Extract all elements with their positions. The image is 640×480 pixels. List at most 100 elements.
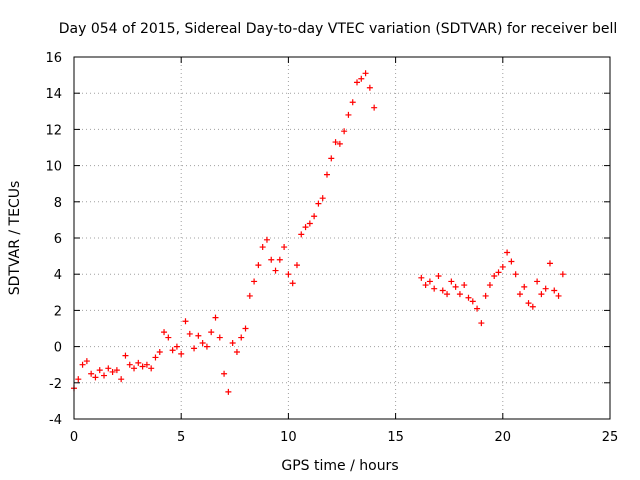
- data-point: [521, 283, 528, 290]
- data-point: [135, 359, 142, 366]
- data-point: [293, 262, 300, 269]
- data-point: [268, 256, 275, 263]
- data-point: [131, 365, 138, 372]
- data-point: [169, 347, 176, 354]
- data-point: [486, 282, 493, 289]
- data-point: [281, 244, 288, 251]
- y-tick-label: 12: [45, 123, 62, 138]
- data-point: [251, 278, 258, 285]
- data-point: [354, 79, 361, 86]
- x-tick-label: 10: [280, 430, 297, 445]
- y-tick-label: -4: [49, 413, 62, 428]
- data-point: [512, 271, 519, 278]
- data-point: [362, 70, 369, 77]
- data-point: [195, 332, 202, 339]
- data-point: [448, 278, 455, 285]
- data-point: [225, 388, 232, 395]
- data-point: [285, 271, 292, 278]
- data-point: [345, 111, 352, 118]
- data-point: [165, 334, 172, 341]
- data-point: [272, 267, 279, 274]
- data-point: [302, 224, 309, 231]
- data-point: [88, 370, 95, 377]
- data-point: [551, 287, 558, 294]
- data-point: [92, 374, 99, 381]
- y-tick-label: 0: [54, 341, 62, 356]
- data-point: [349, 99, 356, 106]
- data-point: [431, 285, 438, 292]
- data-point: [161, 329, 168, 336]
- y-tick-label: 6: [54, 232, 62, 247]
- y-tick-label: 10: [45, 160, 62, 175]
- data-point: [246, 292, 253, 299]
- data-point: [516, 291, 523, 298]
- data-point: [341, 128, 348, 135]
- data-point: [422, 282, 429, 289]
- data-point: [366, 84, 373, 91]
- data-point: [542, 285, 549, 292]
- grid: [74, 57, 610, 419]
- data-point: [444, 291, 451, 298]
- data-point: [298, 231, 305, 238]
- data-point: [319, 195, 326, 202]
- data-point: [148, 365, 155, 372]
- data-point: [482, 292, 489, 299]
- data-point: [371, 104, 378, 111]
- y-tick-label: 8: [54, 196, 62, 211]
- data-point: [79, 361, 86, 368]
- data-point: [182, 318, 189, 325]
- y-tick-label: 16: [45, 51, 62, 66]
- data-point: [152, 354, 159, 361]
- data-point: [101, 372, 108, 379]
- data-point: [199, 339, 206, 346]
- y-tick-label: 14: [45, 87, 62, 102]
- data-point: [358, 75, 365, 82]
- data-point: [242, 325, 249, 332]
- data-point: [559, 271, 566, 278]
- chart-title: Day 054 of 2015, Sidereal Day-to-day VTE…: [59, 21, 618, 37]
- x-tick-label: 0: [70, 430, 78, 445]
- data-point: [143, 361, 150, 368]
- data-point: [538, 291, 545, 298]
- data-point: [504, 249, 511, 256]
- y-tick-label: 2: [54, 304, 62, 319]
- data-point: [178, 350, 185, 357]
- x-tick-label: 25: [602, 430, 619, 445]
- data-point: [465, 294, 472, 301]
- data-point: [113, 367, 120, 374]
- data-point: [255, 262, 262, 269]
- data-point: [289, 280, 296, 287]
- data-point: [315, 200, 322, 207]
- data-point: [233, 349, 240, 356]
- data-points: [71, 70, 566, 395]
- data-point: [555, 292, 562, 299]
- data-point: [452, 283, 459, 290]
- data-point: [461, 282, 468, 289]
- data-point: [478, 320, 485, 327]
- data-point: [109, 368, 116, 375]
- data-point: [126, 361, 133, 368]
- data-point: [491, 273, 498, 280]
- data-point: [336, 140, 343, 147]
- data-point: [216, 334, 223, 341]
- data-point: [212, 314, 219, 321]
- data-point: [456, 291, 463, 298]
- data-point: [83, 358, 90, 365]
- data-point: [311, 213, 318, 220]
- data-point: [186, 330, 193, 337]
- data-point: [474, 305, 481, 312]
- data-point: [439, 287, 446, 294]
- data-point: [534, 278, 541, 285]
- data-point: [426, 278, 433, 285]
- data-point: [546, 260, 553, 267]
- data-point: [328, 155, 335, 162]
- data-point: [469, 298, 476, 305]
- data-point: [75, 376, 82, 383]
- x-axis-title: GPS time / hours: [281, 458, 398, 474]
- axis-ticks: [73, 56, 611, 420]
- y-tick-label: -2: [49, 377, 62, 392]
- data-point: [191, 345, 198, 352]
- data-point: [435, 273, 442, 280]
- data-point: [529, 303, 536, 310]
